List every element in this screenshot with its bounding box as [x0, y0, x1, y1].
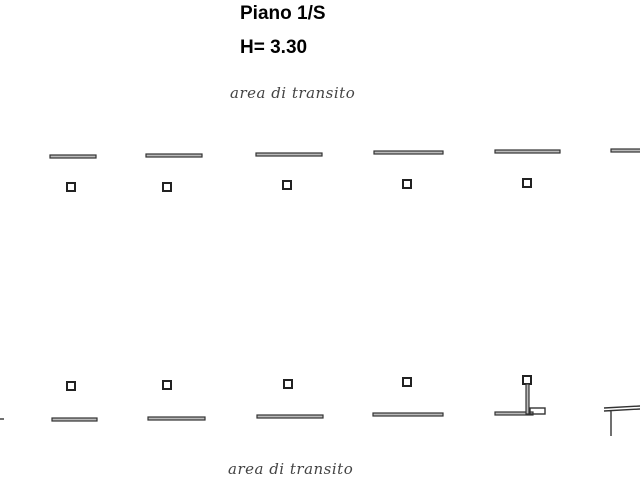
pillar	[402, 179, 412, 189]
pillar	[283, 379, 293, 389]
wall	[51, 417, 98, 422]
transit-label: area di transito	[228, 460, 353, 478]
wall	[147, 416, 206, 421]
wall	[610, 148, 640, 153]
pillar	[66, 182, 76, 192]
pillar	[522, 178, 532, 188]
transit-label: area di transito	[230, 84, 355, 102]
pillar	[522, 375, 532, 385]
plan-title: Piano 1/S	[240, 3, 326, 24]
wall	[525, 383, 530, 415]
wall	[373, 150, 444, 155]
pillar	[162, 182, 172, 192]
wall	[145, 153, 203, 158]
wall-detail	[529, 407, 546, 415]
pillar	[66, 381, 76, 391]
wall	[372, 412, 444, 417]
wall	[49, 154, 97, 159]
pillar	[162, 380, 172, 390]
wall	[256, 414, 324, 419]
pillar	[402, 377, 412, 387]
plan-height: H= 3.30	[240, 37, 307, 58]
wall	[494, 149, 561, 154]
pillar	[282, 180, 292, 190]
wall-corner	[603, 405, 640, 436]
wall	[255, 152, 323, 157]
